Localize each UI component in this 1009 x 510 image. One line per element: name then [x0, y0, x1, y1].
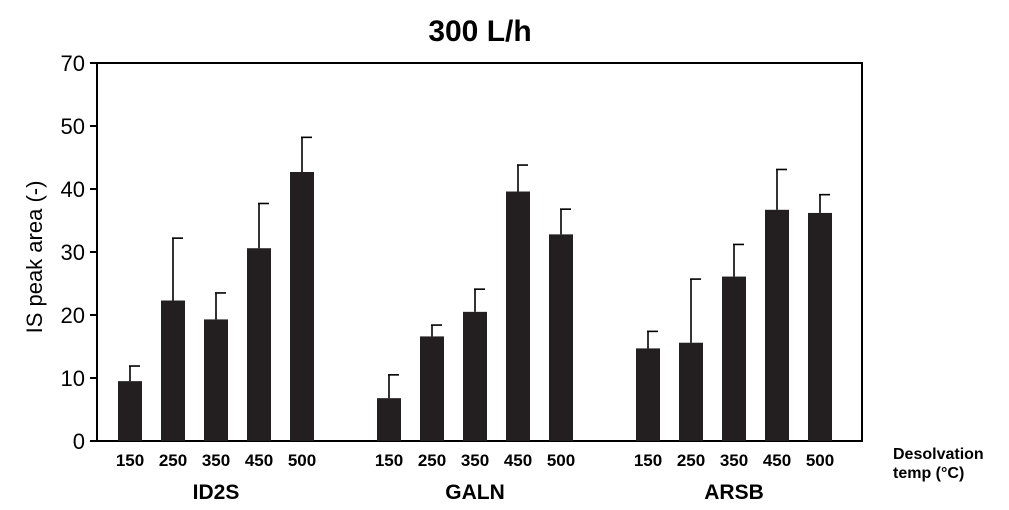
x-tick-label: 250	[677, 451, 705, 470]
y-tick-label: 10	[61, 366, 85, 391]
x-axis-label-line1: Desolvation	[893, 446, 984, 463]
x-tick-label: 250	[159, 451, 187, 470]
x-tick-label: 500	[288, 451, 316, 470]
bar-id2s-500	[290, 171, 314, 442]
x-tick-label: 350	[461, 451, 489, 470]
y-axis-ticks: 0 10 20 30 40 50 70	[61, 51, 97, 454]
x-tick-label: 450	[504, 451, 532, 470]
chart-title: 300 L/h	[428, 15, 531, 48]
x-tick-label: 150	[116, 451, 144, 470]
x-tick-label: 450	[763, 451, 791, 470]
bars	[118, 171, 832, 442]
bar-arsb-250	[679, 342, 703, 441]
x-tick-label: 150	[375, 451, 403, 470]
bar-galn-250	[420, 336, 444, 441]
x-tick-label: 250	[418, 451, 446, 470]
x-axis-tick-labels: 150 250 350 450 500 150 250 350 450 500 150 250 350 4…	[116, 451, 834, 470]
bar-arsb-500	[808, 212, 832, 441]
x-tick-label: 150	[634, 451, 662, 470]
bar-id2s-450	[247, 248, 271, 441]
bar-galn-500	[549, 234, 573, 441]
bar-id2s-150	[118, 381, 142, 441]
bar-arsb-350	[722, 276, 746, 441]
bar-galn-450	[506, 191, 530, 441]
y-axis-label: IS peak area (-)	[22, 181, 47, 334]
x-tick-label: 450	[245, 451, 273, 470]
y-tick-label: 40	[61, 177, 85, 202]
bar-id2s-350	[204, 319, 228, 441]
error-bars	[129, 136, 830, 399]
bar-id2s-250	[161, 300, 185, 441]
bar-galn-150	[377, 398, 401, 441]
bar-arsb-450	[765, 209, 789, 441]
y-tick-label: 20	[61, 303, 85, 328]
group-label-arsb: ARSB	[704, 481, 764, 504]
x-tick-label: 350	[202, 451, 230, 470]
y-tick-label: 30	[61, 240, 85, 265]
bar-galn-350	[463, 311, 487, 441]
group-label-id2s: ID2S	[193, 481, 240, 504]
y-tick-label: 70	[61, 51, 85, 76]
y-tick-label: 0	[73, 429, 85, 454]
group-labels: ID2S GALN ARSB	[193, 481, 764, 504]
x-tick-label: 500	[806, 451, 834, 470]
group-label-galn: GALN	[445, 481, 505, 504]
y-tick-label: 50	[61, 114, 85, 139]
x-tick-label: 350	[720, 451, 748, 470]
x-tick-label: 500	[547, 451, 575, 470]
bar-arsb-150	[636, 348, 660, 441]
x-axis-label-line2: temp (°C)	[893, 465, 964, 482]
